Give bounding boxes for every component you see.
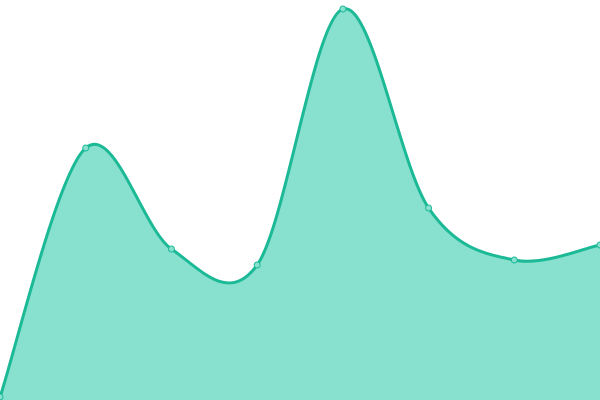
data-point-4: [339, 5, 347, 13]
data-point-3: [253, 261, 261, 269]
data-point-7: [596, 241, 600, 249]
markers: [0, 5, 600, 400]
area-fill: [0, 8, 600, 400]
data-point-1: [82, 144, 90, 152]
data-point-0: [0, 393, 4, 400]
data-point-5: [425, 204, 433, 212]
data-point-6: [510, 256, 518, 264]
data-point-2: [167, 245, 175, 253]
